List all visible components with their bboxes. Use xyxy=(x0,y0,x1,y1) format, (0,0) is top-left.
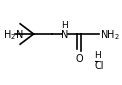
Text: NH$_2$: NH$_2$ xyxy=(100,28,120,42)
Text: Cl: Cl xyxy=(94,61,104,71)
Text: H: H xyxy=(61,21,68,30)
Text: N: N xyxy=(61,30,69,40)
Text: H$_2$N: H$_2$N xyxy=(3,28,24,42)
Text: O: O xyxy=(75,54,83,65)
Text: H: H xyxy=(94,51,101,60)
